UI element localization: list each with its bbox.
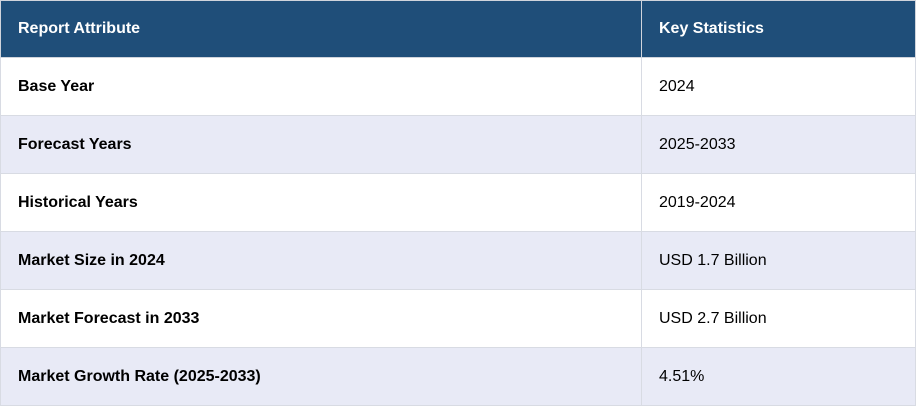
attribute-cell: Historical Years	[0, 173, 642, 232]
table-body: Base Year 2024 Forecast Years 2025-2033 Hist…	[0, 57, 916, 406]
table-row: Forecast Years 2025-2033	[0, 115, 916, 174]
header-cell: Report Attribute	[0, 0, 642, 58]
header-cell: Key Statistics	[641, 0, 916, 58]
header-row: Report Attribute Key Statistics	[0, 0, 916, 58]
table-row: Market Forecast in 2033 USD 2.7 Billion	[0, 289, 916, 348]
attribute-cell: Forecast Years	[0, 115, 642, 174]
value-cell: USD 1.7 Billion	[641, 231, 916, 290]
value-cell: 4.51%	[641, 347, 916, 406]
attribute-cell: Market Growth Rate (2025-2033)	[0, 347, 642, 406]
table-row: Base Year 2024	[0, 57, 916, 116]
value-cell: 2019-2024	[641, 173, 916, 232]
attribute-cell: Base Year	[0, 57, 642, 116]
table-row: Market Growth Rate (2025-2033) 4.51%	[0, 347, 916, 406]
table-row: Historical Years 2019-2024	[0, 173, 916, 232]
value-cell: 2025-2033	[641, 115, 916, 174]
value-cell: 2024	[641, 57, 916, 116]
value-cell: USD 2.7 Billion	[641, 289, 916, 348]
table-row: Market Size in 2024 USD 1.7 Billion	[0, 231, 916, 290]
attribute-cell: Market Size in 2024	[0, 231, 642, 290]
attribute-cell: Market Forecast in 2033	[0, 289, 642, 348]
